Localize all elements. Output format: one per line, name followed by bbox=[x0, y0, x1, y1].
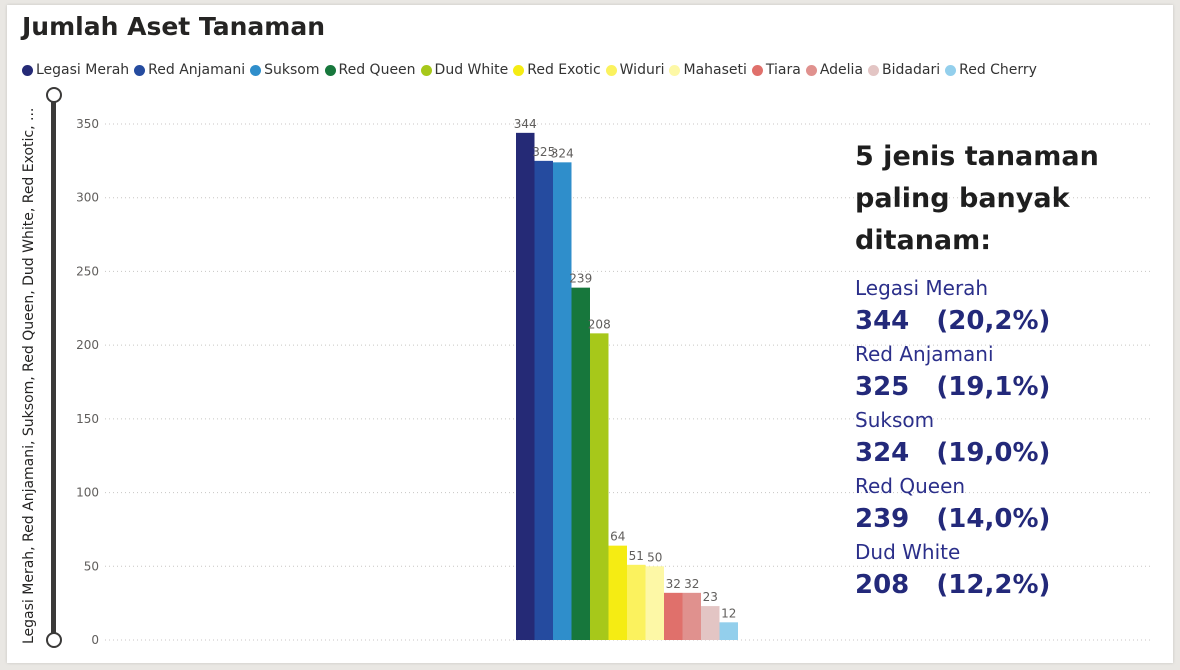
bar[interactable] bbox=[516, 132, 535, 641]
legend-item[interactable]: Red Cherry bbox=[945, 62, 1037, 78]
bar[interactable] bbox=[645, 566, 665, 640]
callout-item-name: Red Anjamani bbox=[855, 342, 994, 366]
legend-item[interactable]: Mahaseti bbox=[669, 62, 747, 78]
chart-title: Jumlah Aset Tanaman bbox=[22, 12, 326, 41]
legend: Legasi Merah Red Anjamani Suksom Red Queen D… bbox=[22, 60, 1042, 80]
legend-marker bbox=[513, 64, 525, 76]
bar[interactable] bbox=[608, 545, 628, 640]
bar[interactable] bbox=[701, 606, 720, 640]
callout-item-name: Dud White bbox=[855, 540, 961, 564]
bar[interactable] bbox=[553, 162, 572, 640]
bar[interactable] bbox=[682, 592, 702, 640]
bar[interactable] bbox=[590, 333, 609, 640]
y-tick-label: 150 bbox=[76, 412, 99, 426]
callout-heading: 5 jenis tanaman paling banyak ditanam: bbox=[855, 141, 1099, 256]
legend-label: Dud White bbox=[434, 62, 509, 78]
data-label: 344 bbox=[514, 117, 537, 131]
legend-item[interactable]: Red Anjamani bbox=[134, 62, 245, 78]
y-tick-label: 250 bbox=[76, 264, 99, 278]
legend-item[interactable]: Dud White bbox=[420, 62, 509, 78]
callout-item-value: 325 (19,1%) bbox=[855, 372, 1051, 402]
data-label: 324 bbox=[551, 146, 574, 160]
legend-item[interactable]: Widuri bbox=[605, 62, 665, 78]
bar[interactable] bbox=[534, 160, 554, 640]
top-five-callout: 5 jenis tanaman paling banyak ditanam: L… bbox=[855, 136, 1165, 604]
legend-label: Tiara bbox=[765, 62, 801, 78]
legend-marker bbox=[22, 64, 33, 76]
callout-item-5: Dud White 208 (12,2%) bbox=[855, 538, 1165, 604]
y-axis-zoom-slider[interactable] bbox=[51, 98, 56, 638]
callout-item-value: 239 (14,0%) bbox=[855, 504, 1051, 534]
y-tick-label: 50 bbox=[84, 559, 99, 573]
callout-item-2: Red Anjamani 325 (19,1%) bbox=[855, 340, 1165, 406]
data-label: 325 bbox=[532, 145, 555, 159]
data-label: 50 bbox=[647, 550, 662, 564]
zoom-slider-top-handle[interactable] bbox=[46, 87, 62, 103]
legend-label: Red Exotic bbox=[527, 62, 601, 78]
legend-label: Red Anjamani bbox=[148, 62, 246, 78]
callout-item-3: Suksom 324 (19,0%) bbox=[855, 406, 1165, 472]
callout-item-value: 324 (19,0%) bbox=[855, 438, 1051, 468]
legend-marker bbox=[669, 64, 681, 76]
y-tick-label: 200 bbox=[76, 338, 99, 352]
data-label: 23 bbox=[703, 590, 718, 604]
legend-label: Mahaseti bbox=[683, 62, 747, 78]
data-label: 32 bbox=[684, 577, 699, 591]
legend-marker bbox=[134, 64, 146, 76]
callout-item-1: Legasi Merah 344 (20,2%) bbox=[855, 274, 1165, 340]
legend-marker bbox=[605, 64, 617, 76]
callout-item-value: 208 (12,2%) bbox=[855, 570, 1051, 600]
legend-marker bbox=[868, 64, 880, 76]
y-tick-label: 300 bbox=[76, 191, 99, 205]
legend-label: Adelia bbox=[819, 62, 864, 78]
bar[interactable] bbox=[571, 287, 591, 640]
legend-marker bbox=[751, 64, 763, 76]
legend-marker bbox=[945, 64, 957, 76]
legend-item[interactable]: Legasi Merah bbox=[22, 62, 129, 78]
data-label: 64 bbox=[610, 530, 625, 544]
legend-label: Widuri bbox=[619, 62, 665, 78]
legend-item[interactable]: Suksom bbox=[250, 62, 320, 78]
callout-item-name: Legasi Merah bbox=[855, 276, 989, 300]
legend-marker bbox=[805, 64, 817, 76]
bar[interactable] bbox=[719, 622, 739, 640]
y-tick-label: 350 bbox=[76, 117, 99, 131]
legend-item[interactable]: Tiara bbox=[751, 62, 801, 78]
data-label: 51 bbox=[629, 549, 644, 563]
legend-item[interactable]: Adelia bbox=[805, 62, 864, 78]
zoom-slider-bottom-handle[interactable] bbox=[46, 632, 62, 648]
legend-item[interactable]: Red Exotic bbox=[513, 62, 601, 78]
legend-marker bbox=[324, 64, 336, 76]
y-tick-label: 100 bbox=[76, 486, 99, 500]
bar[interactable] bbox=[664, 592, 683, 640]
legend-marker bbox=[420, 64, 432, 76]
data-label: 239 bbox=[569, 272, 592, 286]
legend-label: Red Cherry bbox=[959, 62, 1037, 78]
callout-item-value: 344 (20,2%) bbox=[855, 306, 1051, 336]
y-tick-label: 0 bbox=[91, 633, 99, 647]
callout-item-name: Suksom bbox=[855, 408, 935, 432]
data-label: 12 bbox=[721, 606, 736, 620]
bar[interactable] bbox=[627, 564, 646, 640]
legend-marker bbox=[250, 64, 262, 76]
legend-label: Red Queen bbox=[338, 62, 416, 78]
legend-item[interactable]: Red Queen bbox=[324, 62, 416, 78]
legend-label: Bidadari bbox=[882, 62, 941, 78]
legend-label: Legasi Merah bbox=[36, 62, 130, 78]
callout-item-name: Red Queen bbox=[855, 474, 966, 498]
legend-item[interactable]: Bidadari bbox=[868, 62, 940, 78]
callout-item-4: Red Queen 239 (14,0%) bbox=[855, 472, 1165, 538]
data-label: 208 bbox=[588, 317, 611, 331]
data-label: 32 bbox=[666, 577, 681, 591]
legend-label: Suksom bbox=[264, 62, 320, 78]
